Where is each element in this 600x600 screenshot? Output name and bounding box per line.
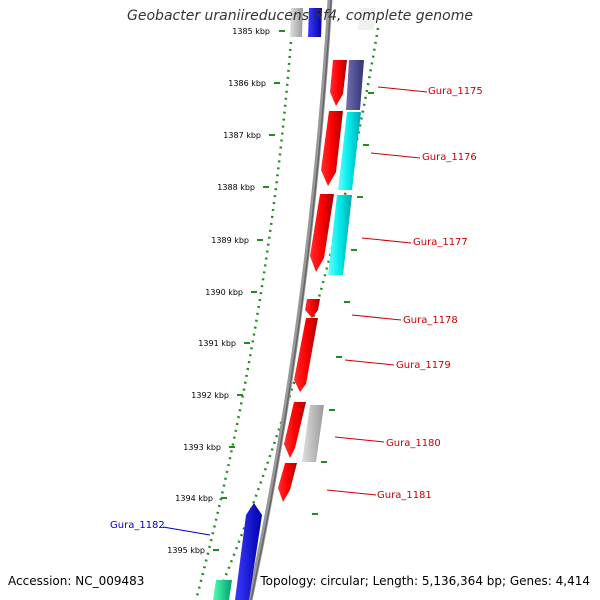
gene-arrow [213,580,232,600]
gene-arrow-gura-1179 [294,318,318,392]
kbp-label: 1390 kbp [205,288,243,297]
gene-arrow-gura-1176a [321,111,343,186]
genome-backbone [247,0,333,600]
genome-summary-text: Topology: circular; Length: 5,136,364 bp… [260,574,590,588]
gene-arrow [290,8,303,37]
gene-arrow-gura-1180a [284,402,306,458]
gene-label-gura-1181[interactable]: Gura_1181 [377,490,432,501]
gene-arrow-gura-1177 [328,195,352,275]
kbp-label: 1393 kbp [183,443,221,452]
kbp-label: 1387 kbp [223,131,261,140]
gene-label-gura-1176[interactable]: Gura_1176 [422,152,477,163]
gene-label-gura-1177[interactable]: Gura_1177 [413,237,468,248]
kbp-label: 1388 kbp [217,183,255,192]
gene-arrow-gura-1180 [302,405,324,462]
gene-callouts [326,86,428,496]
gene-label-gura-1175[interactable]: Gura_1175 [428,86,483,97]
gene-arrow-gura-1175a [330,60,347,106]
gene-arrow-gura-1176 [338,112,361,190]
gene-label-gura-1179[interactable]: Gura_1179 [396,360,451,371]
gene-arrow-gura-1181 [278,463,297,502]
inner-ruler-track [194,27,294,600]
gene-arrow-gura-1177a [310,194,334,272]
map-title: Geobacter uraniireducens Rf4, complete g… [127,8,473,24]
gene-arrow-gura-1178 [305,299,320,318]
kbp-label: 1394 kbp [175,494,213,503]
kbp-label: 1386 kbp [228,79,266,88]
gene-arrow-gura-1182 [235,503,262,600]
gene-label-gura-1182[interactable]: Gura_1182 [110,520,165,531]
kbp-label: 1389 kbp [211,236,249,245]
kbp-label: 1385 kbp [232,27,270,36]
gene-callout-gura-1182 [162,526,211,536]
kbp-ticks [213,30,374,551]
gene-arrow [358,8,376,30]
kbp-label: 1395 kbp [167,546,205,555]
gene-label-gura-1178[interactable]: Gura_1178 [403,315,458,326]
gene-arrow-gura-1175 [346,60,364,110]
gene-label-gura-1180[interactable]: Gura_1180 [386,438,441,449]
gene-arrow [308,8,322,37]
accession-text: Accession: NC_009483 [8,574,145,588]
kbp-label: 1392 kbp [191,391,229,400]
kbp-label: 1391 kbp [198,339,236,348]
